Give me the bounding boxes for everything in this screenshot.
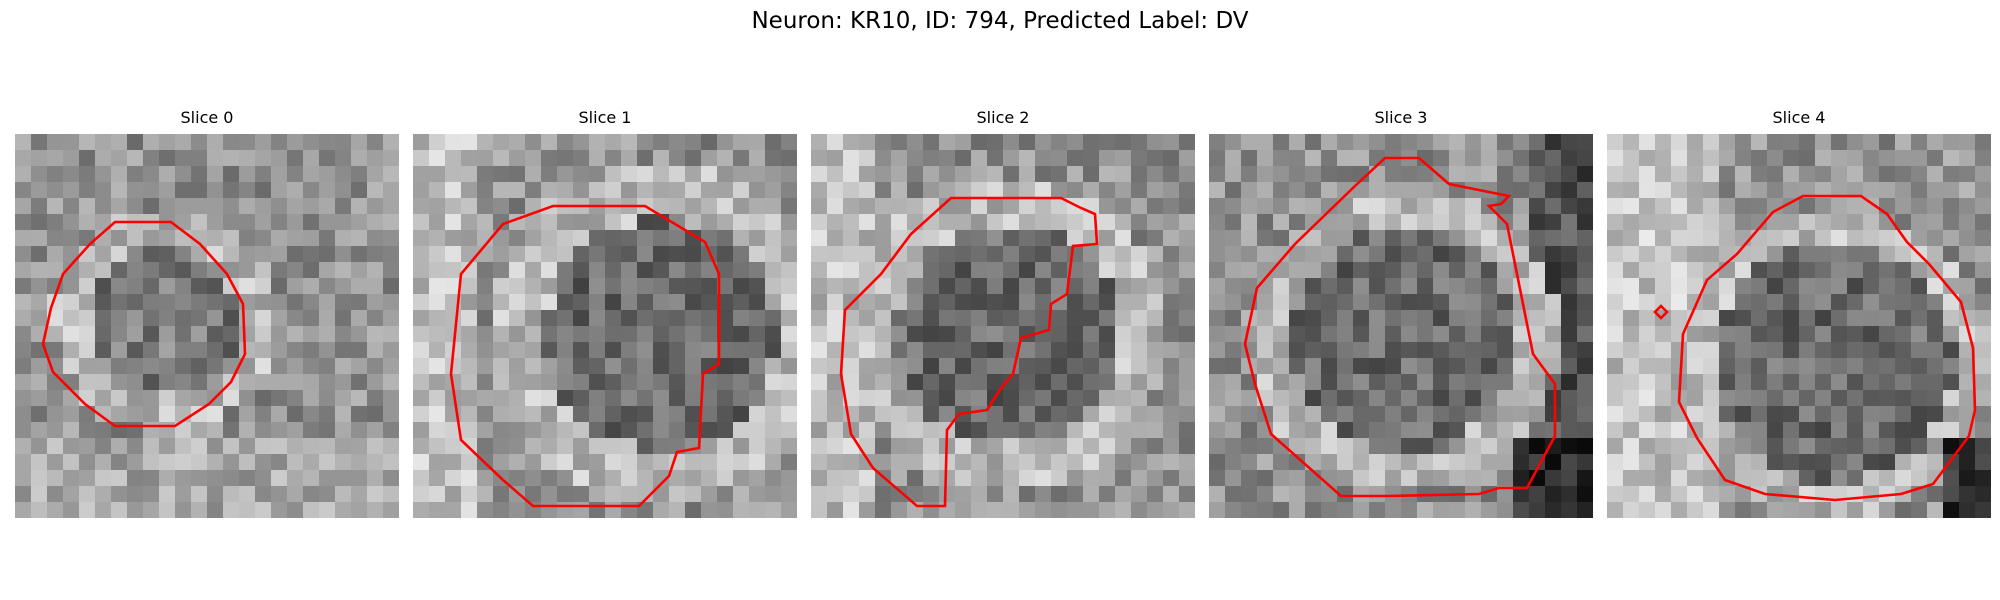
slice-title-3: Slice 3 (1374, 108, 1428, 127)
pixel-grid (1607, 134, 1991, 518)
pixel-grid (15, 134, 399, 518)
slice-panel-1: Slice 1 (413, 108, 797, 518)
slice-panel-2: Slice 2 (811, 108, 1195, 518)
neuron-contour (1677, 194, 1977, 502)
neuron-contour (41, 220, 247, 428)
slice-image-0 (15, 134, 399, 518)
slice-title-1: Slice 1 (578, 108, 632, 127)
pixel-grid (1209, 134, 1593, 518)
slice-panel-4: Slice 4 (1607, 108, 1991, 518)
small-contour (1653, 304, 1669, 320)
figure-title: Neuron: KR10, ID: 794, Predicted Label: … (751, 8, 1249, 34)
pixel-grid (413, 134, 797, 518)
slice-title-0: Slice 0 (180, 108, 234, 127)
slice-image-1 (413, 134, 797, 518)
neuron-contour (1243, 156, 1557, 498)
neuron-contour (449, 204, 721, 508)
slice-image-4 (1607, 134, 1991, 518)
neuron-contour (839, 196, 1099, 508)
slice-image-2 (811, 134, 1195, 518)
slice-title-2: Slice 2 (976, 108, 1030, 127)
slice-image-3 (1209, 134, 1593, 518)
slice-panel-0: Slice 0 (15, 108, 399, 518)
slice-panel-3: Slice 3 (1209, 108, 1593, 518)
pixel-grid (811, 134, 1195, 518)
slice-title-4: Slice 4 (1772, 108, 1826, 127)
